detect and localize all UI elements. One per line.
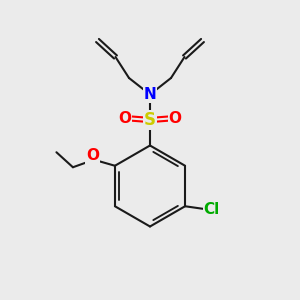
Text: S: S — [144, 111, 156, 129]
Text: N: N — [144, 87, 156, 102]
Text: O: O — [86, 148, 99, 163]
Text: Cl: Cl — [203, 202, 220, 217]
Text: O: O — [118, 111, 132, 126]
Text: O: O — [168, 111, 182, 126]
